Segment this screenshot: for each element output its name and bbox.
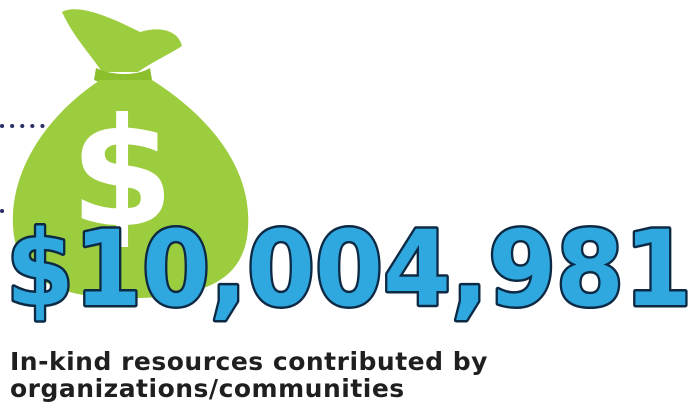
dollar-sign-icon: $ xyxy=(70,87,174,261)
caption-line-1: In-kind resources contributed by xyxy=(10,347,488,376)
money-bag-icon: $ xyxy=(12,9,249,299)
caption: In-kind resources contributed by organiz… xyxy=(10,348,690,402)
caption-line-2: organizations/communities xyxy=(10,374,405,403)
amount-figure: $10,004,981 xyxy=(4,206,695,326)
amount-value: $10,004,981 xyxy=(6,208,692,325)
svg-text:$: $ xyxy=(70,87,174,261)
